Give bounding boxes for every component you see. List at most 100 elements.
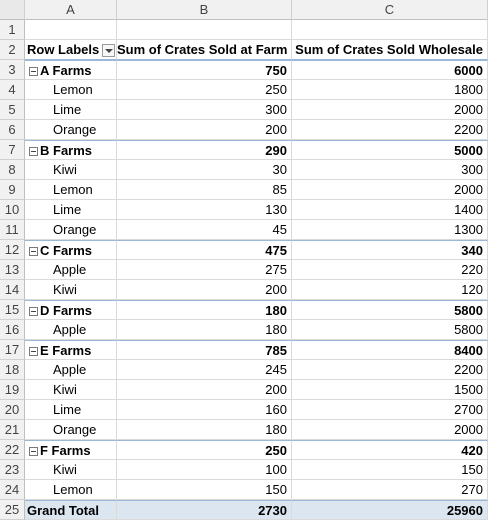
wholesale-value-cell[interactable]: 150 [292, 460, 488, 480]
collapse-icon[interactable] [29, 147, 38, 156]
row-header[interactable]: 7 [0, 140, 25, 160]
wholesale-value-cell[interactable]: 2200 [292, 120, 488, 140]
farm-value-cell[interactable]: 300 [117, 100, 292, 120]
wholesale-value-cell[interactable]: 6000 [292, 60, 488, 80]
item-label[interactable]: Lemon [25, 480, 117, 500]
item-label[interactable]: Lemon [25, 80, 117, 100]
farm-value-cell[interactable]: 130 [117, 200, 292, 220]
item-label[interactable]: Orange [25, 120, 117, 140]
group-label-cell[interactable]: C Farms [25, 240, 117, 260]
farm-value-cell[interactable]: 290 [117, 140, 292, 160]
farm-value-cell[interactable]: 250 [117, 440, 292, 460]
farm-value-cell[interactable]: 750 [117, 60, 292, 80]
farm-value-cell[interactable]: 180 [117, 420, 292, 440]
select-all-corner[interactable] [0, 0, 25, 20]
cell-b1[interactable] [117, 20, 292, 40]
wholesale-value-cell[interactable]: 2700 [292, 400, 488, 420]
collapse-icon[interactable] [29, 67, 38, 76]
row-header[interactable]: 2 [0, 40, 25, 60]
wholesale-value-cell[interactable]: 5800 [292, 300, 488, 320]
row-header[interactable]: 5 [0, 100, 25, 120]
farm-value-cell[interactable]: 150 [117, 480, 292, 500]
filter-dropdown-icon[interactable] [102, 44, 115, 57]
wholesale-value-cell[interactable]: 2000 [292, 180, 488, 200]
row-header[interactable]: 20 [0, 400, 25, 420]
item-label[interactable]: Kiwi [25, 460, 117, 480]
row-header[interactable]: 12 [0, 240, 25, 260]
farm-value-cell[interactable]: 245 [117, 360, 292, 380]
row-header[interactable]: 1 [0, 20, 25, 40]
row-header[interactable]: 25 [0, 500, 25, 520]
wholesale-value-cell[interactable]: 1300 [292, 220, 488, 240]
farm-value-cell[interactable]: 180 [117, 320, 292, 340]
wholesale-value-cell[interactable]: 1400 [292, 200, 488, 220]
farm-value-cell[interactable]: 45 [117, 220, 292, 240]
row-header[interactable]: 9 [0, 180, 25, 200]
farm-value-cell[interactable]: 200 [117, 280, 292, 300]
wholesale-value-cell[interactable]: 420 [292, 440, 488, 460]
farm-value-cell[interactable]: 785 [117, 340, 292, 360]
farm-value-cell[interactable]: 100 [117, 460, 292, 480]
item-label[interactable]: Lime [25, 400, 117, 420]
farm-value-cell[interactable]: 180 [117, 300, 292, 320]
wholesale-value-cell[interactable]: 2000 [292, 420, 488, 440]
wholesale-value-cell[interactable]: 2200 [292, 360, 488, 380]
group-label-cell[interactable]: A Farms [25, 60, 117, 80]
collapse-icon[interactable] [29, 247, 38, 256]
cell-a1[interactable] [25, 20, 117, 40]
grand-total-farm[interactable]: 2730 [117, 500, 292, 520]
item-label[interactable]: Apple [25, 360, 117, 380]
wholesale-value-cell[interactable]: 5000 [292, 140, 488, 160]
item-label[interactable]: Orange [25, 220, 117, 240]
row-header[interactable]: 6 [0, 120, 25, 140]
row-header[interactable]: 16 [0, 320, 25, 340]
row-header[interactable]: 8 [0, 160, 25, 180]
row-header[interactable]: 21 [0, 420, 25, 440]
wholesale-value-cell[interactable]: 220 [292, 260, 488, 280]
wholesale-value-cell[interactable]: 270 [292, 480, 488, 500]
grand-total-label[interactable]: Grand Total [25, 500, 117, 520]
wholesale-value-cell[interactable]: 1500 [292, 380, 488, 400]
farm-value-cell[interactable]: 275 [117, 260, 292, 280]
farm-value-cell[interactable]: 250 [117, 80, 292, 100]
item-label[interactable]: Lime [25, 200, 117, 220]
row-header[interactable]: 11 [0, 220, 25, 240]
collapse-icon[interactable] [29, 447, 38, 456]
row-header[interactable]: 24 [0, 480, 25, 500]
farm-value-cell[interactable]: 160 [117, 400, 292, 420]
item-label[interactable]: Kiwi [25, 380, 117, 400]
farm-value-cell[interactable]: 200 [117, 380, 292, 400]
item-label[interactable]: Kiwi [25, 280, 117, 300]
row-header[interactable]: 10 [0, 200, 25, 220]
header-crates-sold-at-farm[interactable]: Sum of Crates Sold at Farm [117, 40, 292, 60]
wholesale-value-cell[interactable]: 2000 [292, 100, 488, 120]
wholesale-value-cell[interactable]: 120 [292, 280, 488, 300]
item-label[interactable]: Kiwi [25, 160, 117, 180]
row-header[interactable]: 17 [0, 340, 25, 360]
item-label[interactable]: Lime [25, 100, 117, 120]
column-header-c[interactable]: C [292, 0, 488, 20]
row-header[interactable]: 18 [0, 360, 25, 380]
row-header[interactable]: 22 [0, 440, 25, 460]
item-label[interactable]: Orange [25, 420, 117, 440]
farm-value-cell[interactable]: 30 [117, 160, 292, 180]
farm-value-cell[interactable]: 85 [117, 180, 292, 200]
group-label-cell[interactable]: D Farms [25, 300, 117, 320]
row-header[interactable]: 13 [0, 260, 25, 280]
farm-value-cell[interactable]: 475 [117, 240, 292, 260]
row-header[interactable]: 23 [0, 460, 25, 480]
header-crates-sold-wholesale[interactable]: Sum of Crates Sold Wholesale [292, 40, 488, 60]
collapse-icon[interactable] [29, 307, 38, 316]
item-label[interactable]: Lemon [25, 180, 117, 200]
row-header[interactable]: 15 [0, 300, 25, 320]
column-header-b[interactable]: B [117, 0, 292, 20]
grand-total-wholesale[interactable]: 25960 [292, 500, 488, 520]
group-label-cell[interactable]: B Farms [25, 140, 117, 160]
group-label-cell[interactable]: F Farms [25, 440, 117, 460]
cell-c1[interactable] [292, 20, 488, 40]
wholesale-value-cell[interactable]: 5800 [292, 320, 488, 340]
wholesale-value-cell[interactable]: 300 [292, 160, 488, 180]
collapse-icon[interactable] [29, 347, 38, 356]
wholesale-value-cell[interactable]: 1800 [292, 80, 488, 100]
item-label[interactable]: Apple [25, 320, 117, 340]
